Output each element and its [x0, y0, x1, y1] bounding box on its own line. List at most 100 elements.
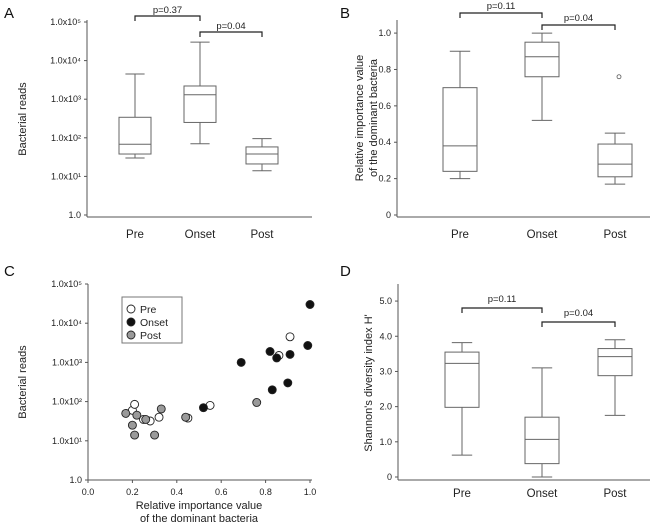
panel-d-ytick-label: 3.0: [379, 366, 392, 376]
panel-a-box-onset: [183, 85, 217, 123]
panel-c-point-post: [156, 404, 166, 414]
panel-a-box-pre: [118, 116, 152, 155]
panel-c-point-post: [141, 415, 151, 424]
panel-b-outlier-point: [616, 74, 622, 80]
panel-a-box-post: [245, 146, 279, 165]
panel-d-p-value: p=0.04: [564, 308, 593, 319]
panel-b: B Relative importance value of the domin…: [340, 1, 650, 241]
panel-d-ytick-label: 5.0: [379, 296, 392, 306]
panel-c-point-pre: [130, 399, 140, 409]
panel-c-xtick-label: 0.0: [82, 487, 95, 497]
panel-a-ytick-label: 1.0: [68, 210, 81, 220]
panel-b-p-value: p=0.11: [487, 1, 516, 12]
panel-a-ytick-label: 1.0x10³: [51, 94, 81, 104]
panel-c-legend-marker: [126, 330, 136, 340]
panel-d: D Shannon's diversity index H' 0 1.0 2.0 3.…: [340, 263, 650, 500]
panel-a-ytick-label: 1.0x10²: [51, 133, 81, 143]
panel-c-ytick-label: 1.0x10¹: [52, 436, 82, 446]
panel-c-ytick-label: 1.0x10⁴: [51, 318, 82, 328]
panel-c-point-post: [150, 430, 160, 440]
panel-a-p-value: p=0.37: [153, 5, 182, 16]
panel-d-p-value: p=0.11: [488, 294, 517, 305]
panel-b-ytick-label: 0: [386, 210, 391, 220]
panel-c-point-post: [252, 398, 262, 407]
panel-b-letter: B: [340, 5, 350, 22]
panel-b-ytick-label: 1.0: [378, 28, 391, 38]
panel-a-p-value: p=0.04: [216, 21, 245, 32]
panel-c-point-onset: [305, 300, 315, 309]
panel-c-xtick-label: 1.0: [304, 487, 317, 497]
panel-c-point-post: [121, 408, 131, 418]
panel-c: C Bacterial reads Relative importance va…: [4, 263, 316, 525]
panel-c-point-post: [127, 420, 137, 430]
panel-c-letter: C: [4, 263, 15, 280]
panel-c-legend-label: Onset: [140, 317, 168, 329]
panel-c-point-post: [132, 410, 142, 420]
panel-b-ytick-label: 0.4: [378, 137, 391, 147]
panel-d-letter: D: [340, 263, 351, 280]
panel-d-box-onset: [524, 416, 560, 465]
panel-b-box-post: [597, 143, 633, 178]
panel-a: A Bacterial reads 1.0 1.0x10¹ 1.0x10² 1.0x1…: [4, 5, 312, 241]
panel-c-point-post: [181, 412, 191, 422]
panel-c-xtick-label: 0.6: [215, 487, 228, 497]
panel-a-xcat-label: Pre: [126, 229, 144, 241]
panel-d-sig-bracket: [461, 307, 543, 313]
panel-b-ylabel-line2: of the dominant bacteria: [368, 58, 380, 177]
panel-c-legend-label: Post: [140, 330, 161, 342]
panel-a-xcat-label: Onset: [185, 229, 216, 241]
panel-a-ytick-label: 1.0x10¹: [51, 171, 81, 181]
panel-c-point-onset: [272, 353, 282, 363]
panel-c-point-onset: [198, 403, 208, 413]
panel-c-xtick-label: 0.4: [171, 487, 184, 497]
panel-b-xcat-label: Post: [603, 229, 627, 241]
panel-d-xcat-label: Onset: [527, 488, 558, 500]
panel-a-letter: A: [4, 5, 14, 22]
panel-b-p-value: p=0.04: [564, 13, 593, 24]
panel-a-ylabel: Bacterial reads: [17, 82, 29, 156]
panel-b-sig-bracket: [459, 12, 543, 18]
panel-c-point-onset: [285, 349, 295, 359]
panel-c-point-onset: [303, 341, 313, 350]
panel-d-ylabel: Shannon's diversity index H': [363, 314, 375, 452]
panel-a-ytick-label: 1.0x10⁵: [50, 17, 81, 27]
panel-b-xcat-label: Onset: [527, 229, 558, 241]
panel-c-xtick-label: 0.2: [126, 487, 139, 497]
panel-c-point-pre: [285, 332, 295, 342]
panel-c-point-onset: [283, 378, 293, 388]
panel-c-ytick-label: 1.0x10³: [52, 357, 82, 367]
panel-c-point-onset: [236, 357, 246, 367]
panel-c-ylabel: Bacterial reads: [17, 345, 29, 419]
panel-d-ytick-label: 2.0: [379, 402, 392, 412]
panel-c-xtick-label: 0.8: [259, 487, 272, 497]
panel-d-ytick-label: 0: [387, 472, 392, 482]
panel-d-xcat-label: Post: [603, 488, 627, 500]
panel-d-box-post: [597, 348, 633, 377]
panel-c-legend-marker: [126, 304, 136, 314]
panel-b-ytick-label: 0.8: [378, 64, 391, 74]
panel-d-box-pre: [444, 351, 480, 408]
panel-d-xcat-label: Pre: [453, 488, 471, 500]
panel-c-ytick-label: 1.0x10²: [52, 397, 82, 407]
panel-a-ytick-label: 1.0x10⁴: [50, 56, 81, 66]
panel-c-legend-label: Pre: [140, 304, 157, 316]
panel-a-sig-bracket: [134, 15, 201, 21]
panel-b-sig-bracket: [541, 24, 616, 30]
panel-c-point-pre: [154, 412, 164, 422]
panel-c-point-post: [130, 430, 140, 440]
panel-c-ytick-label: 1.0x10⁵: [51, 279, 82, 289]
panel-d-ytick-label: 1.0: [379, 437, 392, 447]
panel-b-ytick-label: 0.2: [378, 174, 391, 184]
panel-b-box-pre: [442, 87, 478, 172]
panel-c-xlabel-line2: of the dominant bacteria: [140, 513, 259, 525]
panel-d-sig-bracket: [541, 321, 616, 327]
panel-b-xcat-label: Pre: [451, 229, 469, 241]
panel-b-ytick-label: 0.6: [378, 101, 391, 111]
panel-c-point-onset: [265, 347, 275, 356]
panel-c-point-onset: [267, 385, 277, 395]
panel-a-sig-bracket: [199, 31, 263, 37]
panel-b-ylabel-line1: Relative importance value: [354, 55, 366, 182]
panel-c-legend-marker: [126, 317, 136, 327]
panel-a-xcat-label: Post: [250, 229, 274, 241]
